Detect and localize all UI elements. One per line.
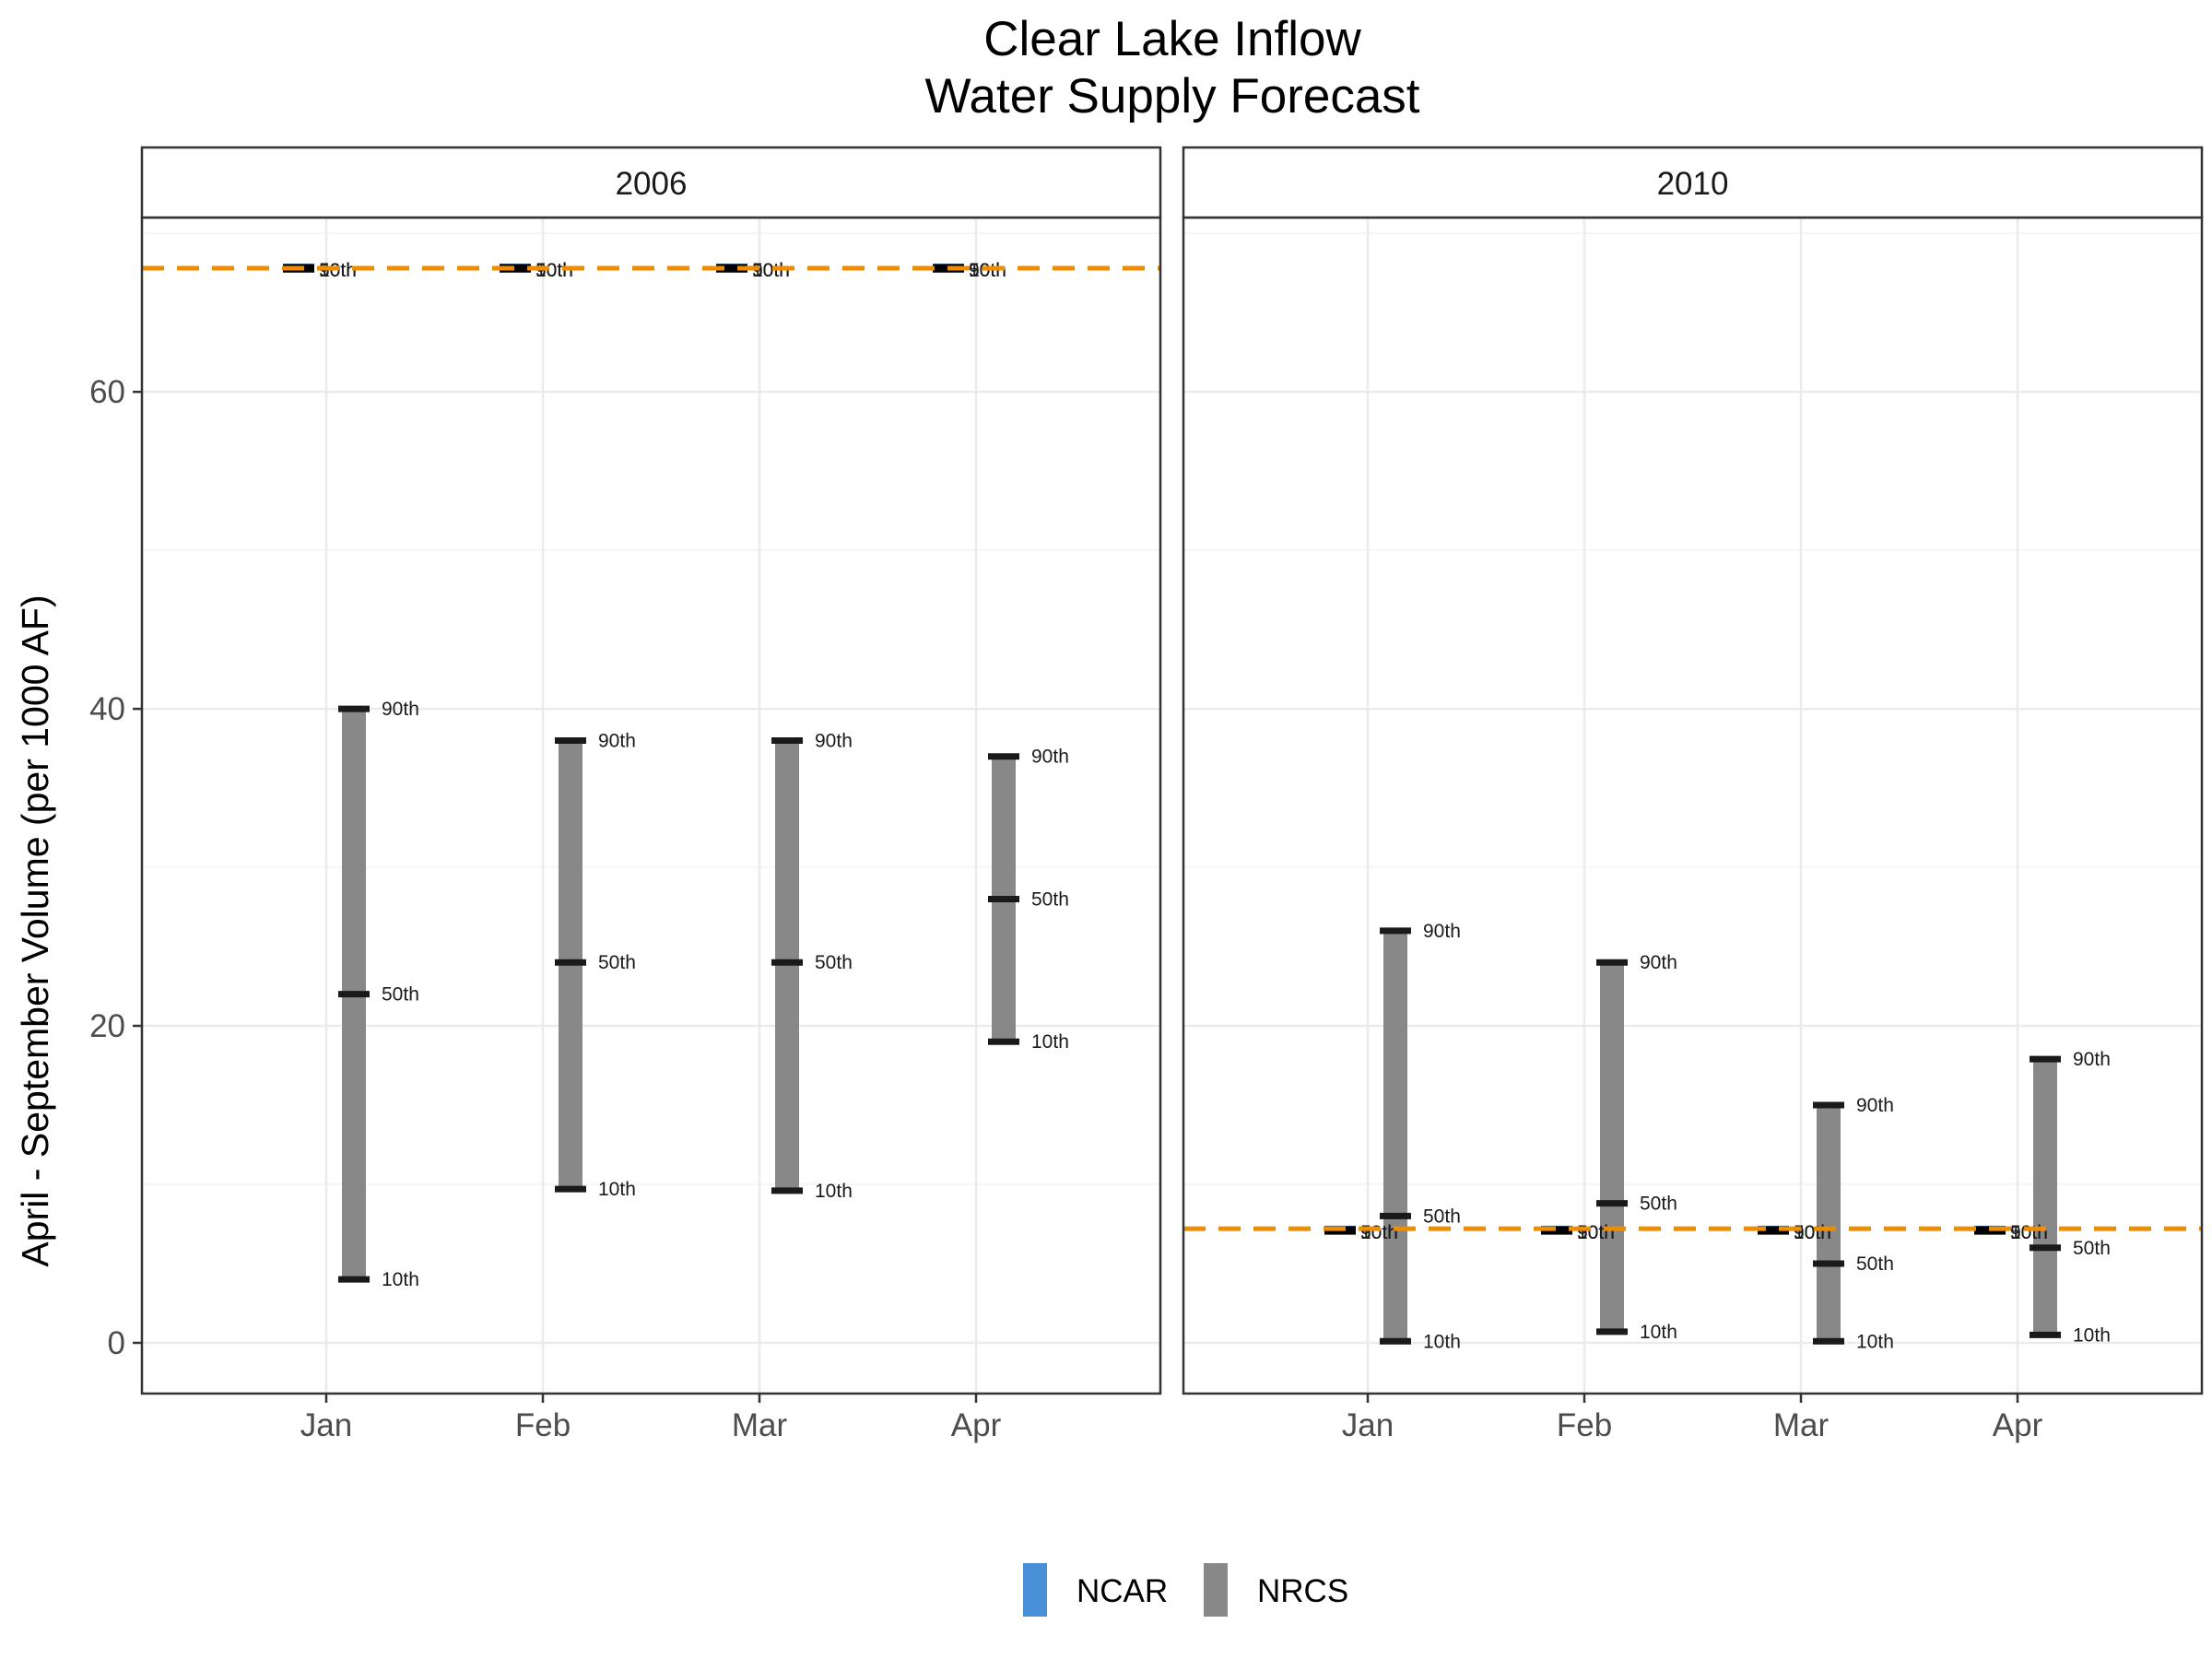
nrcs-p10-label: 10th	[382, 1269, 419, 1290]
nrcs-p50-label: 50th	[1031, 888, 1069, 910]
nrcs-p50-label: 50th	[598, 952, 636, 973]
nrcs-range-bar-apr	[2033, 1059, 2057, 1335]
nrcs-p10-label: 10th	[1640, 1322, 1677, 1343]
x-tick-label: Jan	[300, 1407, 352, 1443]
nrcs-p50-label: 50th	[382, 984, 419, 1006]
ncar-p90-label: 90th	[1577, 1222, 1615, 1243]
nrcs-p90-label: 90th	[598, 730, 636, 751]
chart-title-line-1: Clear Lake Inflow	[983, 12, 1361, 66]
nrcs-p50-label: 50th	[2073, 1238, 2111, 1259]
y-axis-title: April - September Volume (per 1000 AF)	[14, 594, 56, 1266]
nrcs-p90-label: 90th	[1856, 1095, 1894, 1116]
nrcs-range-bar-jan	[1383, 930, 1407, 1342]
ncar-p10-label: 10th	[535, 260, 573, 281]
nrcs-p10-label: 10th	[598, 1179, 636, 1200]
facet-strip-label: 2010	[1657, 166, 1729, 202]
nrcs-p90-label: 90th	[815, 730, 853, 751]
x-tick-label: Mar	[1773, 1407, 1830, 1443]
y-tick-label: 20	[89, 1008, 125, 1044]
ncar-p90-label: 90th	[535, 260, 573, 281]
nrcs-p10-label: 10th	[1031, 1031, 1069, 1053]
legend-key-nrcs	[1204, 1563, 1228, 1617]
nrcs-p10-label: 10th	[2073, 1324, 2111, 1346]
nrcs-p10-label: 10th	[815, 1181, 853, 1202]
nrcs-p90-label: 90th	[1640, 952, 1677, 973]
ncar-p90-label: 90th	[2010, 1222, 2048, 1243]
x-tick-label: Feb	[515, 1407, 571, 1443]
nrcs-p10-label: 10th	[1856, 1331, 1894, 1352]
panels: 10th50th90th10th50th90th10th50th90th10th…	[89, 146, 2204, 1443]
nrcs-p90-label: 90th	[2073, 1049, 2111, 1070]
y-tick-label: 40	[89, 691, 125, 727]
legend-label-nrcs: NRCS	[1257, 1573, 1348, 1609]
x-tick-label: Jan	[1342, 1407, 1394, 1443]
facet-strip	[140, 146, 1162, 219]
facet-strip-label: 2006	[616, 166, 688, 202]
nrcs-p90-label: 90th	[1031, 747, 1069, 768]
ncar-p50-label: 50th	[752, 260, 790, 281]
x-tick-label: Mar	[732, 1407, 788, 1443]
plot-background	[1183, 218, 2202, 1394]
x-tick-label: Apr	[951, 1407, 1002, 1443]
nrcs-p50-label: 50th	[1640, 1194, 1677, 1215]
y-tick-label: 0	[108, 1325, 125, 1361]
facet-panel-2006: 10th50th90th10th50th90th10th50th90th10th…	[89, 146, 1162, 1443]
ncar-p10-label: 10th	[752, 260, 790, 281]
nrcs-range-bar-mar	[1817, 1105, 1841, 1342]
nrcs-p50-label: 50th	[1423, 1206, 1461, 1227]
chart-title-line-2: Water Supply Forecast	[924, 69, 1419, 124]
plot-background	[142, 218, 1160, 1394]
ncar-p90-label: 90th	[752, 260, 790, 281]
nrcs-p50-label: 50th	[1856, 1253, 1894, 1275]
facet-strip	[1182, 146, 2204, 219]
nrcs-p50-label: 50th	[815, 952, 853, 973]
y-tick-label: 60	[89, 374, 125, 410]
nrcs-range-bar-feb	[1600, 962, 1624, 1332]
x-tick-label: Feb	[1557, 1407, 1612, 1443]
facet-panel-2010: 10th 50th 90th 10th 50th 90th 10th 50th 90th 10th…	[1182, 146, 2204, 1443]
nrcs-p10-label: 10th	[1423, 1331, 1461, 1352]
ncar-p90-label: 90th	[1360, 1222, 1398, 1243]
legend: NCAR NRCS	[1023, 1563, 1348, 1617]
nrcs-p90-label: 90th	[382, 699, 419, 720]
ncar-p50-label: 50th	[535, 260, 573, 281]
ncar-p90-label: 90th	[1794, 1222, 1831, 1243]
legend-label-ncar: NCAR	[1077, 1573, 1168, 1609]
legend-key-ncar	[1023, 1563, 1047, 1617]
x-tick-label: Apr	[1993, 1407, 2043, 1443]
nrcs-p90-label: 90th	[1423, 921, 1461, 942]
